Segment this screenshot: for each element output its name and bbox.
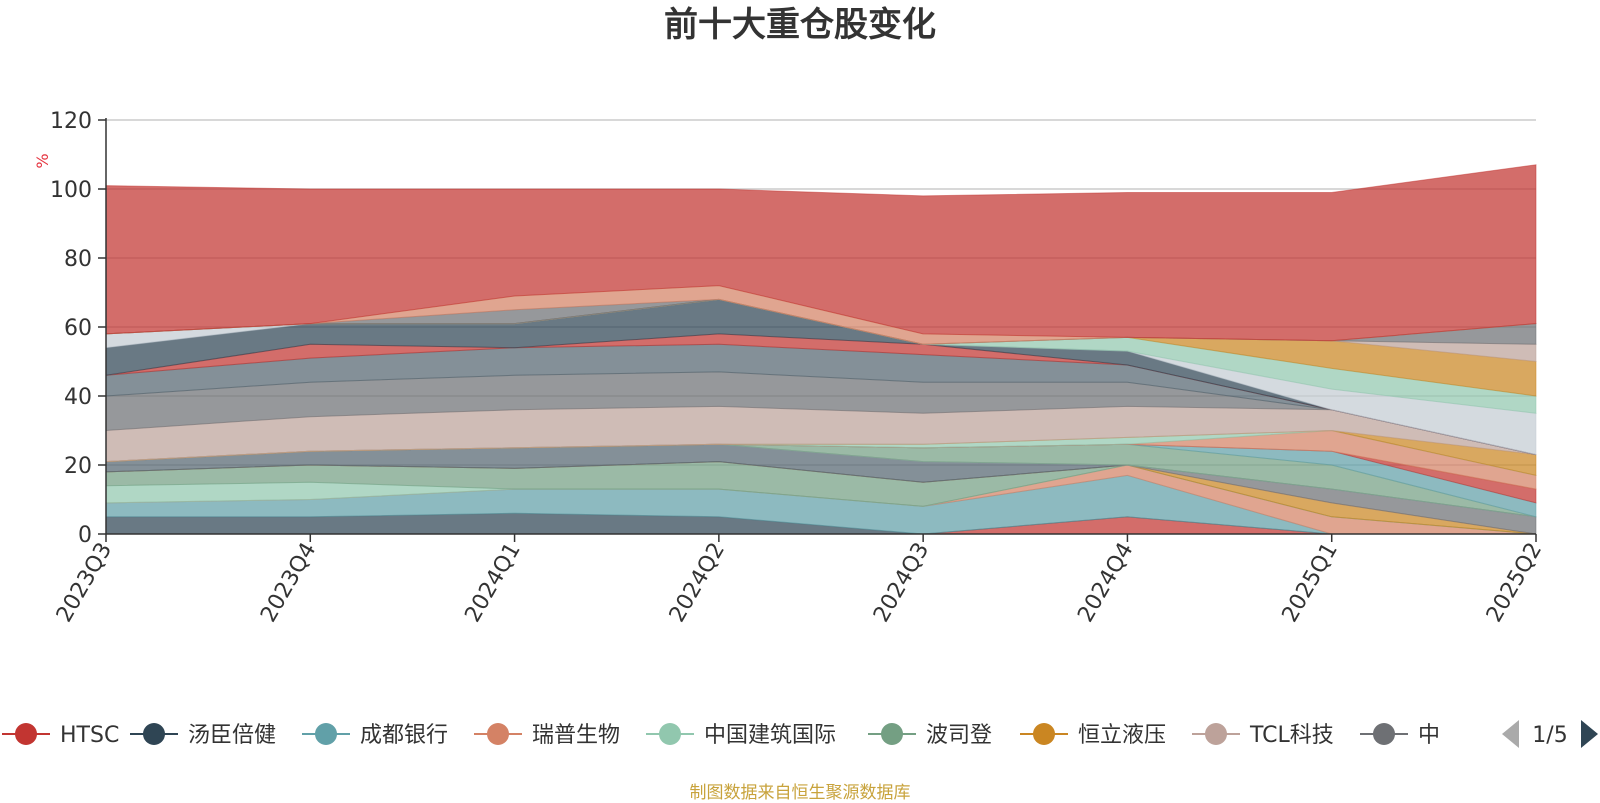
x-tick-label: 2024Q3 <box>869 539 934 627</box>
x-tick-label: 2024Q2 <box>665 539 730 627</box>
legend-marker <box>1033 723 1055 745</box>
legend-marker <box>143 723 165 745</box>
legend-item-2[interactable]: 成都银行 <box>302 723 448 748</box>
legend-page-indicator: 1/5 <box>1532 723 1567 748</box>
legend-marker <box>315 723 337 745</box>
y-tick-label: 120 <box>50 109 92 134</box>
legend-label: 恒立液压 <box>1078 723 1166 748</box>
legend-label: 瑞普生物 <box>532 723 620 748</box>
legend-item-4[interactable]: 中国建筑国际 <box>646 723 836 748</box>
legend-item-6[interactable]: 恒立液压 <box>1020 723 1166 748</box>
y-tick-label: 40 <box>64 385 92 410</box>
legend-item-8[interactable]: 中 <box>1360 723 1440 748</box>
legend-label: HTSC <box>60 723 119 748</box>
y-tick-label: 100 <box>50 178 92 203</box>
legend-label: 波司登 <box>926 723 992 748</box>
legend-label: TCL科技 <box>1249 723 1334 748</box>
legend-marker <box>15 723 37 745</box>
x-tick-label: 2023Q3 <box>52 539 117 627</box>
legend-item-7[interactable]: TCL科技 <box>1192 723 1334 748</box>
x-tick-label: 2025Q1 <box>1278 539 1343 627</box>
x-tick-label: 2023Q4 <box>256 539 321 627</box>
y-tick-label: 80 <box>64 247 92 272</box>
legend: HTSC 汤臣倍健 成都银行 瑞普生物 中国建筑国际 波司登 恒立液压 TCL科技 中 1/5 <box>2 720 1598 748</box>
x-tick-label: 2024Q4 <box>1073 539 1138 627</box>
legend-item-1[interactable]: 汤臣倍健 <box>130 723 276 748</box>
stacked-areas <box>105 164 1537 535</box>
y-tick-label: 20 <box>64 454 92 479</box>
legend-prev-page-icon[interactable] <box>1502 720 1519 748</box>
legend-label: 中 <box>1418 723 1440 748</box>
x-tick-label: 2024Q1 <box>460 539 525 627</box>
legend-marker <box>659 723 681 745</box>
area-series-28 <box>105 164 1537 342</box>
legend-item-0[interactable]: HTSC <box>2 723 119 748</box>
legend-label: 汤臣倍健 <box>188 723 276 748</box>
legend-marker <box>487 723 509 745</box>
y-tick-label: 0 <box>78 523 92 548</box>
chart-title: 前十大重仓股变化 <box>664 5 936 45</box>
data-source-note: 制图数据来自恒生聚源数据库 <box>689 783 911 803</box>
legend-marker <box>1373 723 1395 745</box>
legend-marker <box>1205 723 1227 745</box>
y-tick-label: 60 <box>64 316 92 341</box>
y-axis-label: % <box>33 153 52 168</box>
legend-next-page-icon[interactable] <box>1581 720 1598 748</box>
x-tick-label: 2025Q2 <box>1482 539 1547 627</box>
legend-item-5[interactable]: 波司登 <box>868 723 992 748</box>
legend-item-3[interactable]: 瑞普生物 <box>474 723 620 748</box>
legend-marker <box>881 723 903 745</box>
legend-label: 成都银行 <box>360 723 448 748</box>
legend-label: 中国建筑国际 <box>704 723 836 748</box>
